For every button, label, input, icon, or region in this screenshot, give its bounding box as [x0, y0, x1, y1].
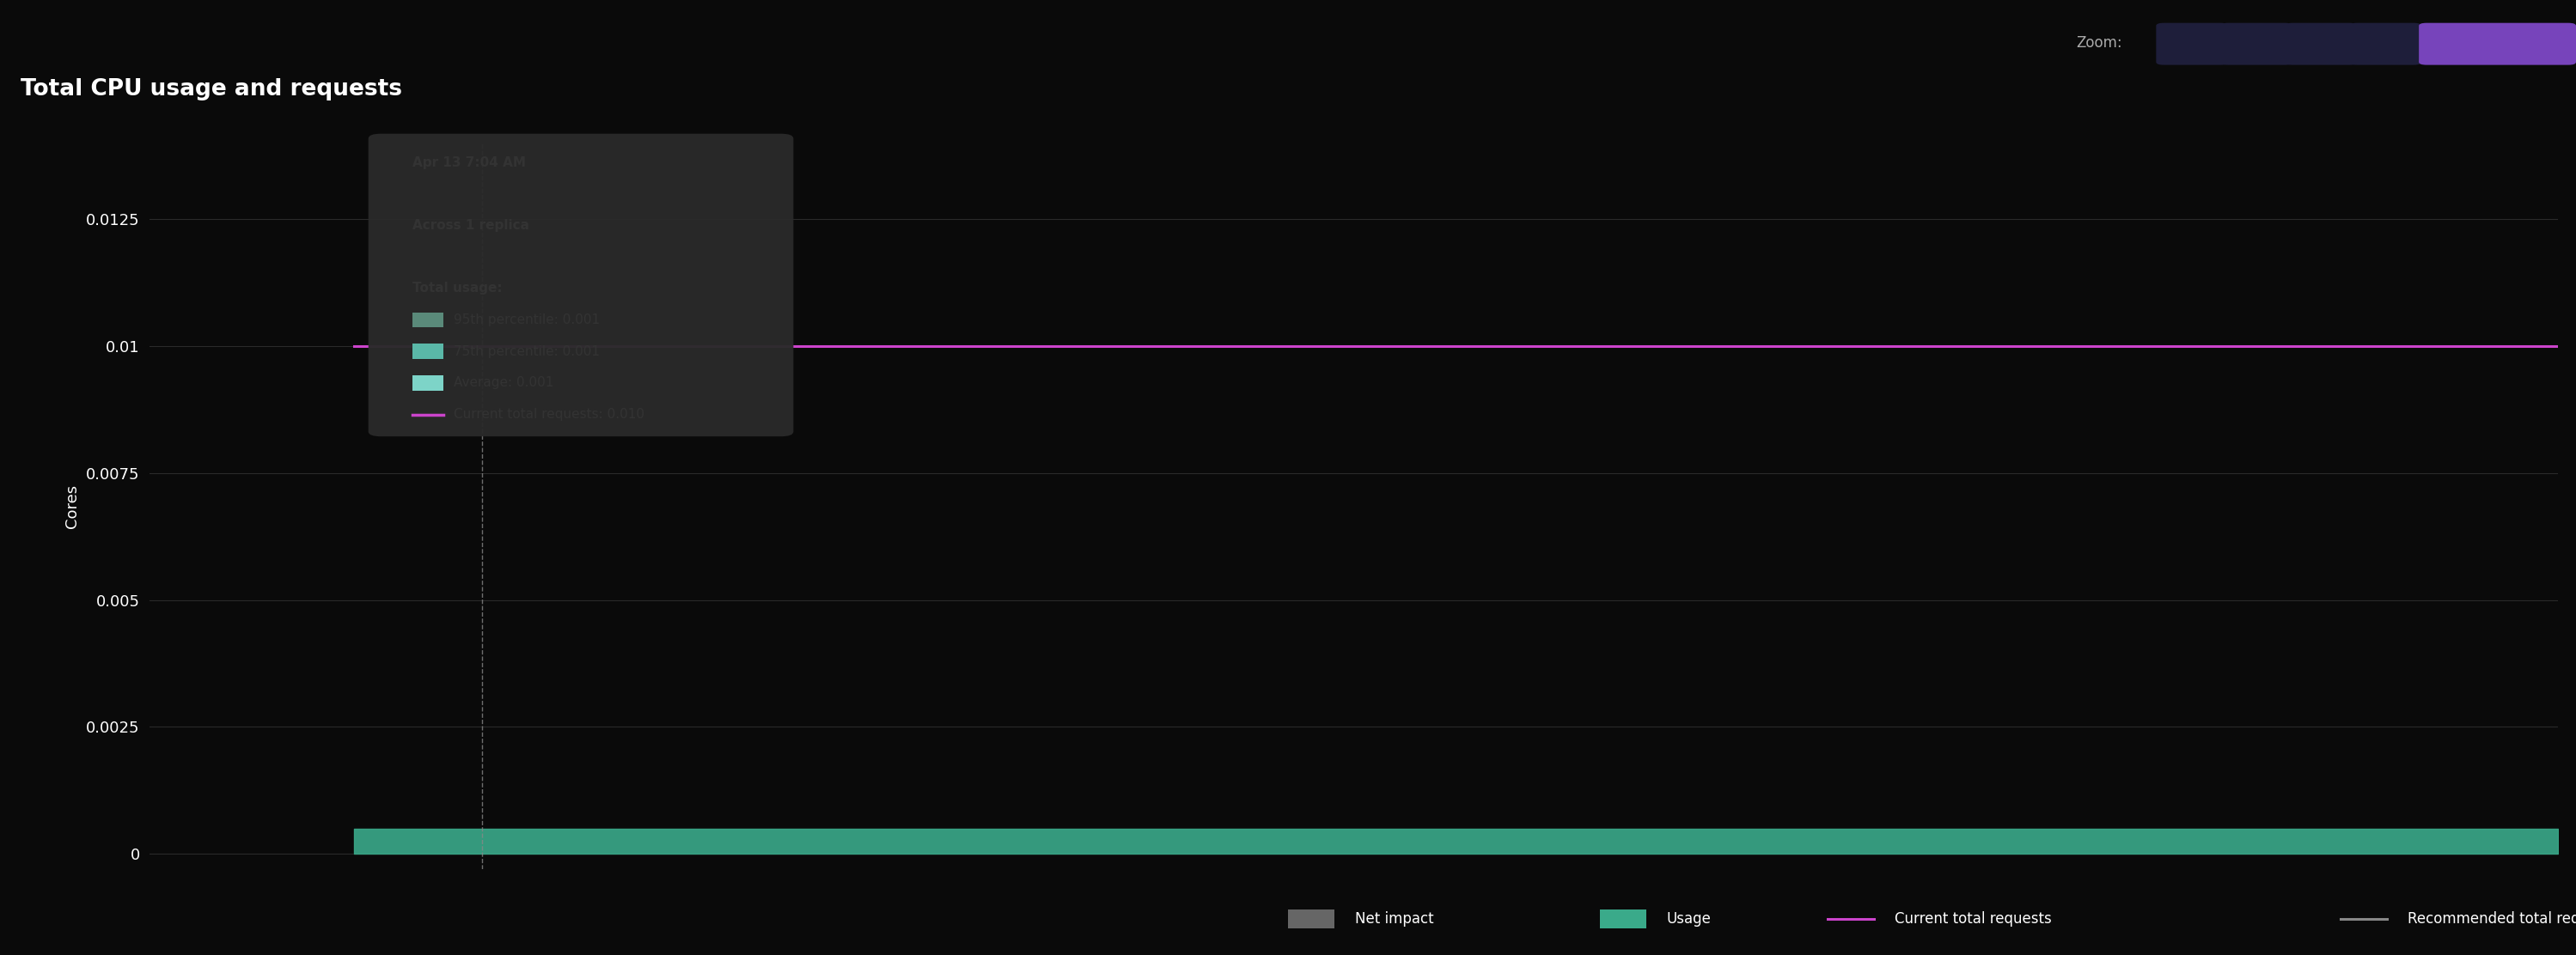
- Text: Recommended total requests: Recommended total requests: [2406, 911, 2576, 926]
- Text: 2W: 2W: [2311, 36, 2331, 50]
- Text: 1W: 1W: [2246, 36, 2267, 50]
- Text: Usage: Usage: [1667, 911, 1710, 926]
- Text: Total CPU usage and requests: Total CPU usage and requests: [21, 78, 402, 100]
- Text: Average: 0.001: Average: 0.001: [453, 376, 554, 390]
- Text: Current total requests: 0.010: Current total requests: 0.010: [453, 408, 644, 421]
- Y-axis label: Cores: Cores: [64, 484, 80, 528]
- Text: 75th percentile: 0.001: 75th percentile: 0.001: [453, 345, 600, 358]
- Text: Apr 13 7:04 AM: Apr 13 7:04 AM: [412, 156, 526, 169]
- Text: 95th percentile: 0.001: 95th percentile: 0.001: [453, 313, 600, 327]
- Text: Current total requests: Current total requests: [1893, 911, 2050, 926]
- Text: Zoom:: Zoom:: [2076, 35, 2123, 51]
- Text: Across 1 replica: Across 1 replica: [412, 219, 528, 232]
- Text: Total usage:: Total usage:: [412, 282, 502, 295]
- Text: Reset zoom: Reset zoom: [2460, 36, 2535, 50]
- Text: 1D: 1D: [2182, 36, 2202, 50]
- Text: 1M: 1M: [2375, 36, 2396, 50]
- Text: Net impact: Net impact: [1355, 911, 1435, 926]
